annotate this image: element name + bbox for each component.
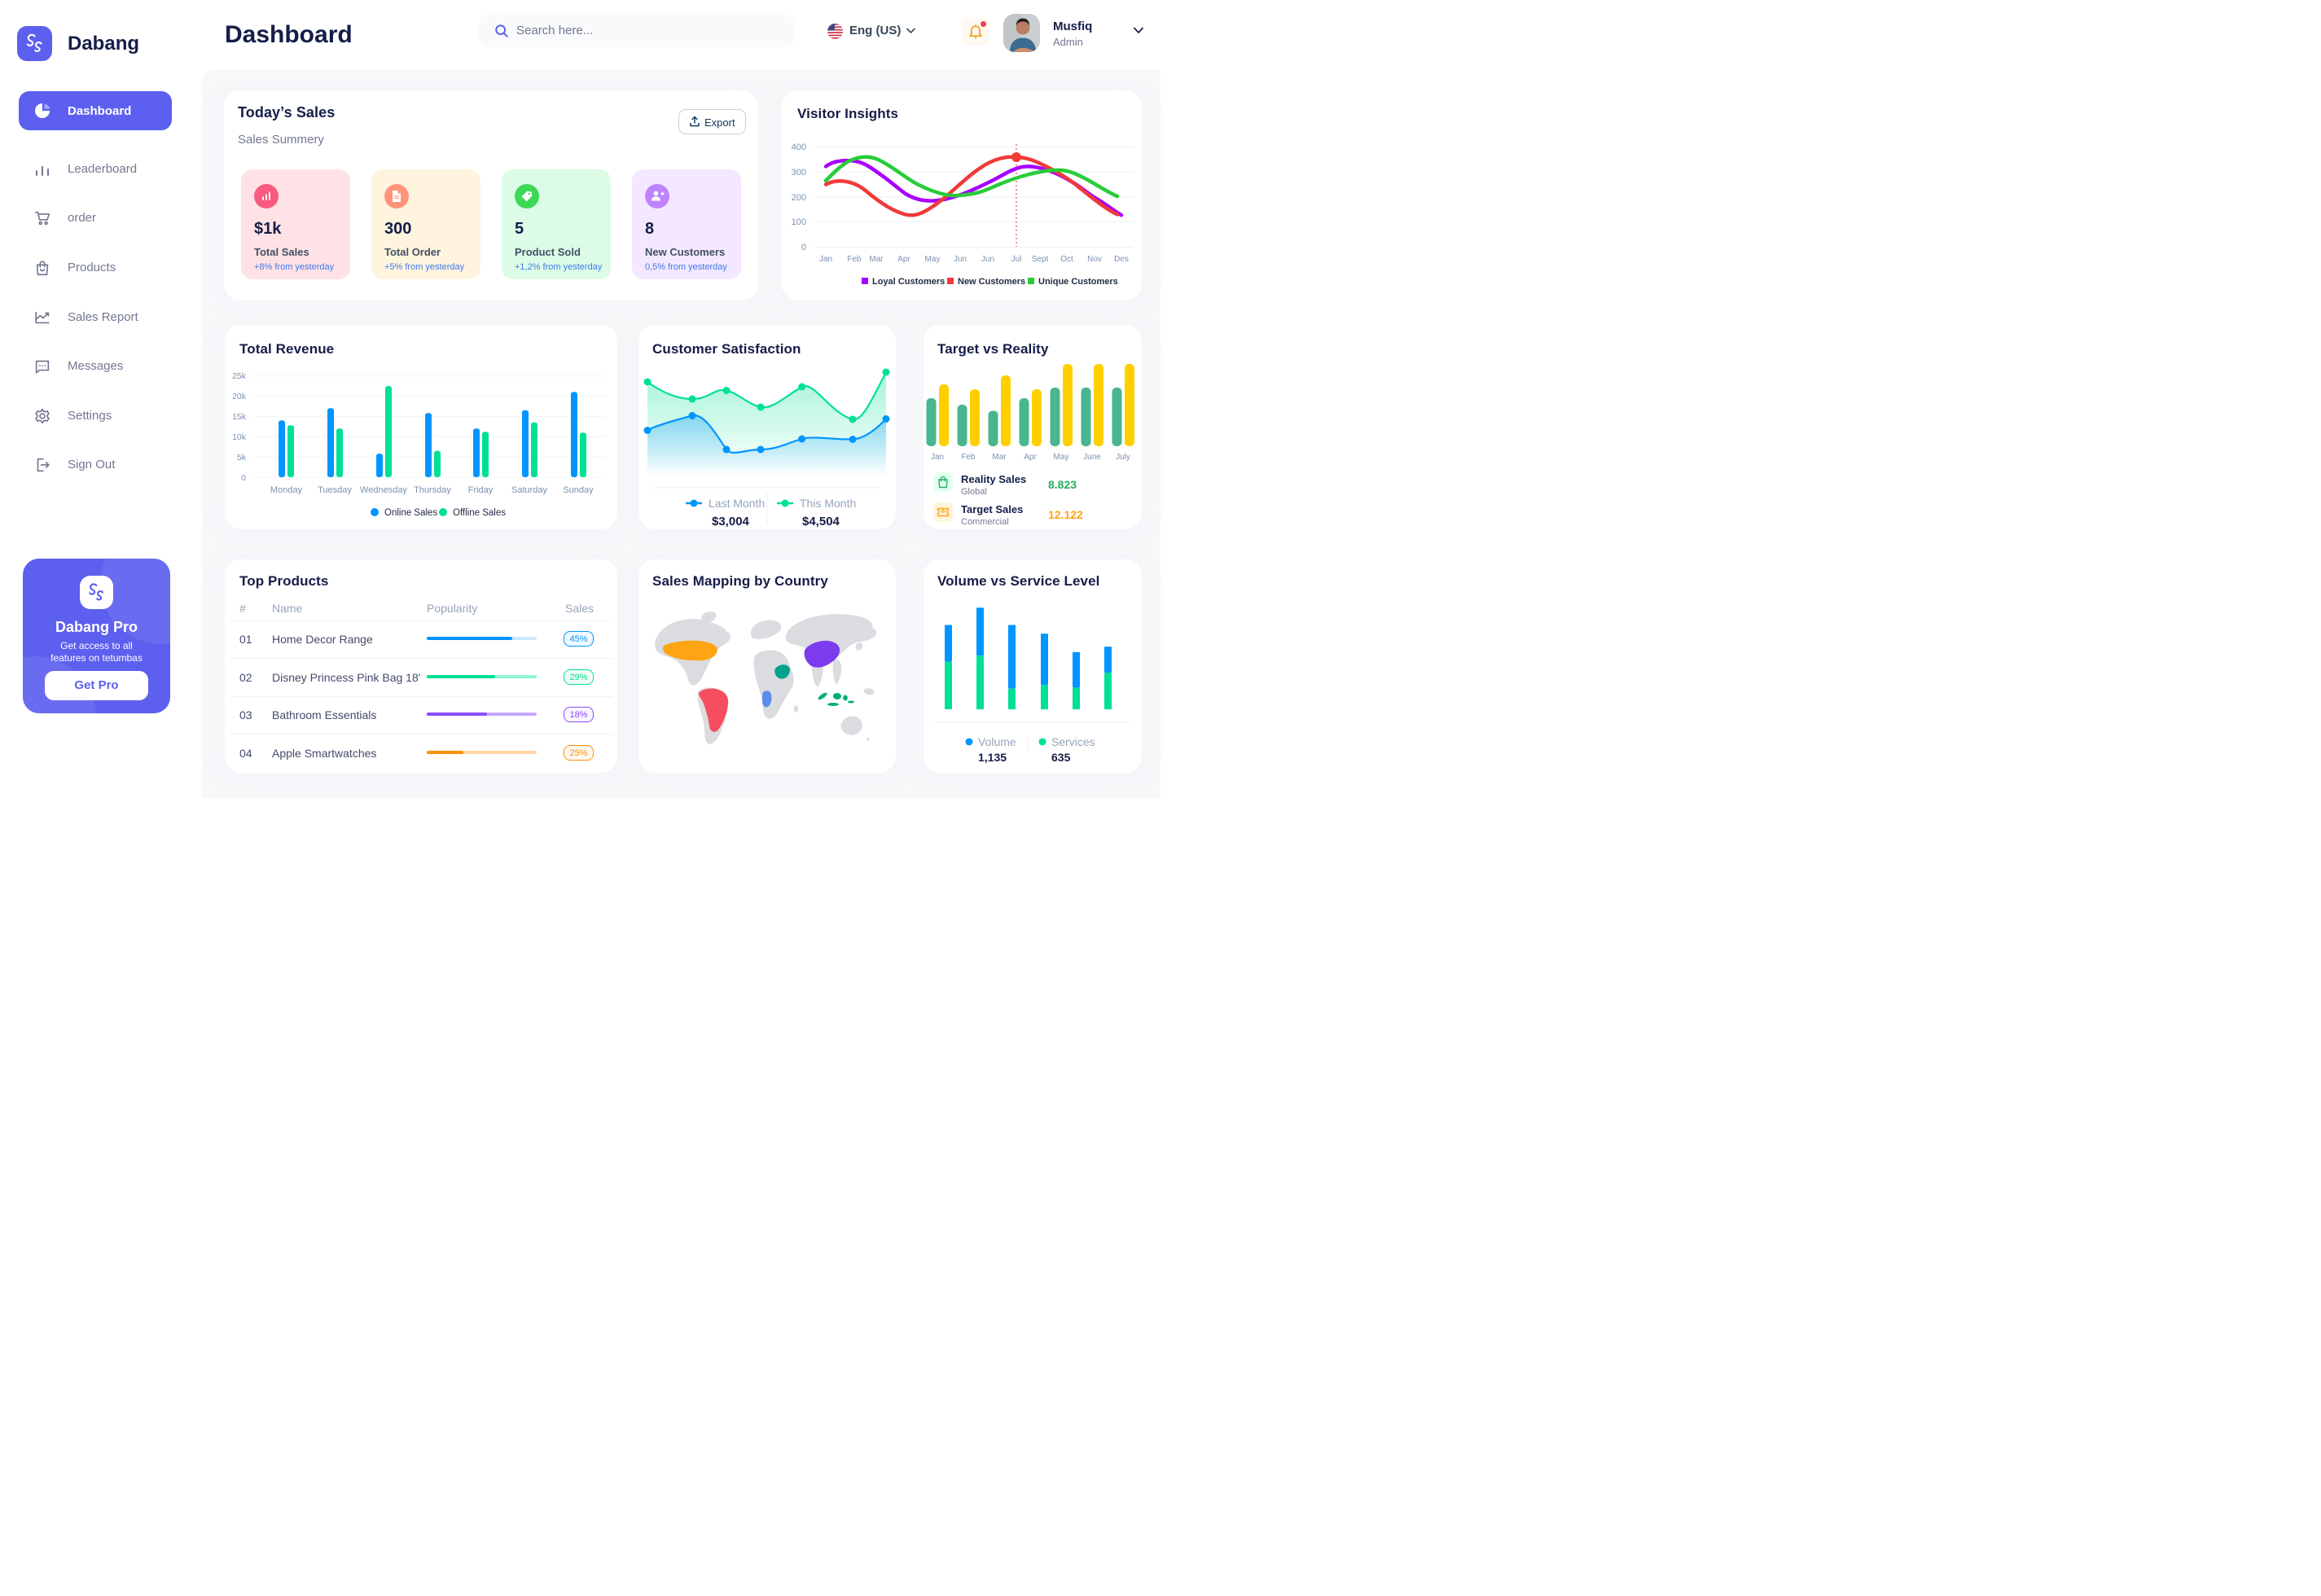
svg-text:Wednesday: Wednesday: [360, 485, 407, 495]
svg-text:0: 0: [801, 243, 806, 252]
svg-text:100: 100: [792, 217, 806, 227]
svg-text:20k: 20k: [232, 392, 247, 401]
svg-text:Jun: Jun: [981, 255, 994, 264]
svg-text:Apr: Apr: [1024, 453, 1037, 462]
svg-text:Jan: Jan: [931, 453, 944, 462]
svg-text:0: 0: [241, 473, 246, 483]
svg-text:5k: 5k: [237, 453, 247, 463]
svg-text:Thursday: Thursday: [414, 485, 451, 495]
svg-text:New Customers: New Customers: [958, 277, 1025, 287]
svg-text:25k: 25k: [232, 371, 247, 381]
svg-text:1,135: 1,135: [978, 751, 1007, 764]
svg-text:Mar: Mar: [869, 255, 884, 264]
svg-text:Online Sales: Online Sales: [384, 508, 437, 518]
svg-text:Sept: Sept: [1032, 255, 1049, 264]
svg-text:200: 200: [792, 193, 806, 203]
svg-text:15k: 15k: [232, 412, 247, 422]
svg-text:Mar: Mar: [992, 453, 1007, 462]
svg-text:$3,004: $3,004: [712, 515, 750, 528]
svg-text:Monday: Monday: [270, 485, 303, 495]
svg-text:Volume: Volume: [978, 735, 1016, 748]
svg-text:Unique Customers: Unique Customers: [1038, 277, 1118, 287]
svg-text:Jul: Jul: [1011, 255, 1022, 264]
svg-text:Last Month: Last Month: [709, 497, 765, 510]
svg-text:635: 635: [1051, 751, 1071, 764]
svg-text:Feb: Feb: [961, 453, 976, 462]
svg-text:Loyal Customers: Loyal Customers: [872, 277, 945, 287]
svg-text:May: May: [925, 255, 941, 264]
svg-text:$4,504: $4,504: [802, 515, 840, 528]
svg-text:Sunday: Sunday: [563, 485, 594, 495]
svg-text:Nov: Nov: [1087, 255, 1102, 264]
svg-text:400: 400: [792, 142, 806, 152]
svg-text:This Month: This Month: [800, 497, 856, 510]
svg-text:Jan: Jan: [819, 255, 832, 264]
svg-text:Apr: Apr: [897, 255, 910, 264]
svg-text:Friday: Friday: [468, 485, 494, 495]
svg-text:July: July: [1116, 453, 1130, 462]
svg-text:Saturday: Saturday: [511, 485, 548, 495]
svg-text:Des: Des: [1114, 255, 1129, 264]
svg-text:Offline Sales: Offline Sales: [453, 508, 506, 518]
svg-text:May: May: [1054, 453, 1069, 462]
svg-text:Feb: Feb: [847, 255, 862, 264]
svg-text:June: June: [1083, 453, 1101, 462]
svg-text:Tuesday: Tuesday: [318, 485, 352, 495]
svg-text:10k: 10k: [232, 432, 247, 442]
svg-text:Services: Services: [1051, 735, 1095, 748]
svg-text:300: 300: [792, 168, 806, 178]
svg-text:Oct: Oct: [1060, 255, 1073, 264]
svg-text:Jun: Jun: [954, 255, 967, 264]
